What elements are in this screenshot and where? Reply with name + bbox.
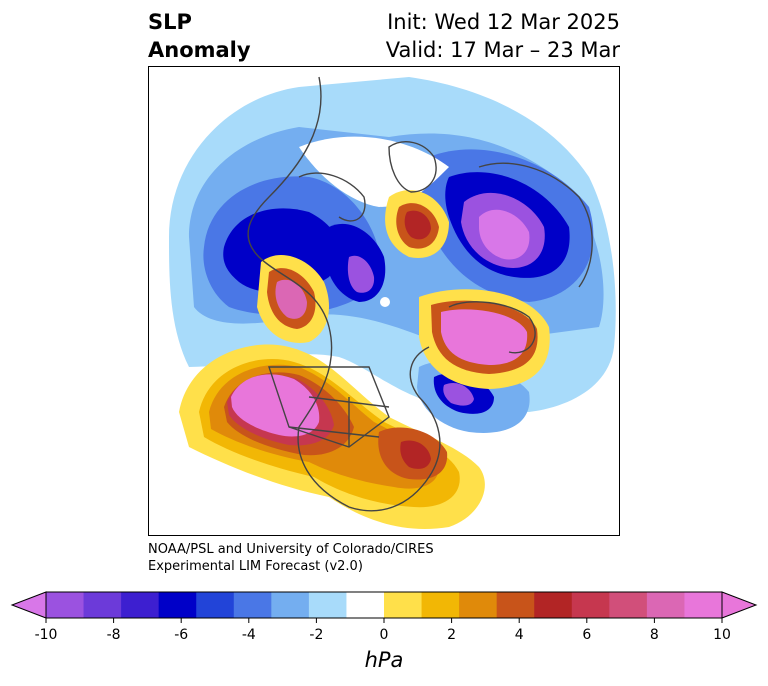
anomaly-map bbox=[148, 66, 620, 536]
credit-line-2: Experimental LIM Forecast (v2.0) bbox=[148, 559, 363, 574]
forecast-dates: Init: Wed 12 Mar 2025 Valid: 17 Mar – 23… bbox=[386, 8, 620, 64]
colorbar-swatch bbox=[158, 592, 197, 618]
colorbar-swatch bbox=[233, 592, 272, 618]
neutral-anomaly-area bbox=[299, 136, 449, 207]
colorbar-swatch bbox=[646, 592, 685, 618]
title-line-1: SLP bbox=[148, 10, 192, 34]
colorbar-tick-label: 0 bbox=[379, 627, 389, 643]
positive-anomaly-core bbox=[400, 440, 431, 469]
map-credit: NOAA/PSL and University of Colorado/CIRE… bbox=[148, 541, 434, 575]
colorbar-swatch bbox=[459, 592, 498, 618]
colorbar-tick-label: 6 bbox=[582, 627, 592, 643]
colorbar-swatch bbox=[684, 592, 723, 618]
colorbar-tick-label: 4 bbox=[514, 627, 524, 643]
colorbar-extend-low bbox=[10, 591, 47, 619]
coastline-lines bbox=[247, 76, 593, 512]
colorbar-swatch bbox=[271, 592, 310, 618]
colorbar-swatch bbox=[609, 592, 648, 618]
colorbar-swatch bbox=[496, 592, 535, 618]
pole-marker bbox=[380, 297, 390, 307]
colorbar-tick-label: 10 bbox=[713, 627, 731, 643]
colorbar-extend-high bbox=[721, 591, 758, 619]
valid-date: Valid: 17 Mar – 23 Mar bbox=[385, 38, 620, 62]
positive-anomaly-core bbox=[231, 374, 320, 437]
colorbar-swatch bbox=[83, 592, 122, 618]
negative-anomaly-core bbox=[347, 255, 375, 293]
colorbar-swatch bbox=[121, 592, 160, 618]
colorbar-swatch bbox=[308, 592, 347, 618]
colorbar bbox=[10, 591, 758, 623]
colorbar-tick-label: -8 bbox=[106, 627, 121, 643]
map-title: SLP Anomaly bbox=[148, 8, 251, 64]
colorbar-tick-label: -6 bbox=[174, 627, 189, 643]
colorbar-tick-label: -4 bbox=[241, 627, 256, 643]
positive-anomaly-core bbox=[441, 309, 528, 365]
anomaly-map-graphic bbox=[169, 76, 616, 529]
colorbar-swatch bbox=[346, 592, 385, 618]
colorbar-swatch bbox=[421, 592, 460, 618]
positive-anomaly-core bbox=[404, 210, 431, 240]
colorbar-swatch bbox=[534, 592, 573, 618]
colorbar-swatch bbox=[46, 592, 85, 618]
colorbar-swatch bbox=[384, 592, 423, 618]
negative-anomaly-core bbox=[443, 382, 474, 406]
init-date: Init: Wed 12 Mar 2025 bbox=[387, 10, 620, 34]
title-line-2: Anomaly bbox=[148, 38, 251, 62]
colorbar-tick-label: -10 bbox=[34, 627, 58, 643]
positive-anomaly-core bbox=[275, 279, 307, 319]
negative-anomaly-core bbox=[479, 209, 530, 260]
colorbar-unit: hPa bbox=[364, 648, 404, 672]
colorbar-swatch bbox=[196, 592, 235, 618]
colorbar-tick-label: 2 bbox=[447, 627, 457, 643]
colorbar-tick-label: -2 bbox=[309, 627, 324, 643]
credit-line-1: NOAA/PSL and University of Colorado/CIRE… bbox=[148, 542, 434, 557]
colorbar-swatch bbox=[571, 592, 610, 618]
colorbar-tick-label: 8 bbox=[649, 627, 659, 643]
